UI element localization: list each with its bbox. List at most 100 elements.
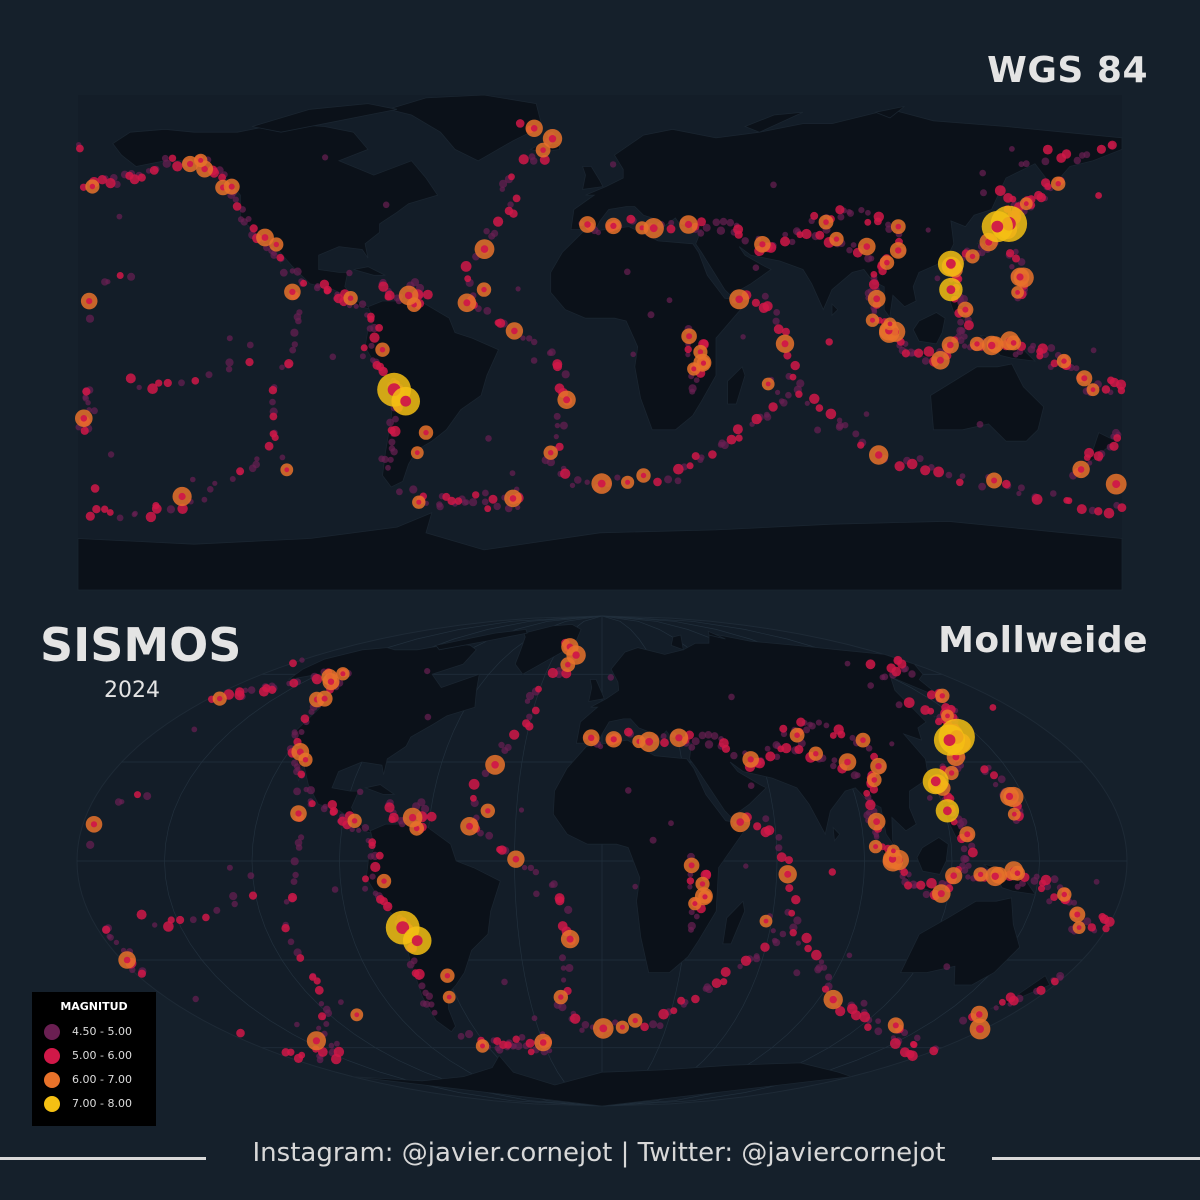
earthquake-marker	[935, 717, 943, 726]
earthquake-marker	[496, 846, 504, 853]
earthquake-marker	[295, 766, 301, 773]
earthquake-marker	[687, 884, 693, 890]
earthquake-marker	[670, 1007, 678, 1015]
earthquake-marker	[632, 883, 638, 890]
earthquake-marker-core	[1090, 387, 1096, 393]
earthquake-marker-core	[187, 160, 194, 168]
earthquake-marker	[868, 279, 880, 290]
earthquake-marker	[436, 501, 443, 508]
earthquake-marker-core	[381, 878, 387, 884]
land-area	[707, 630, 726, 640]
earthquake-marker	[323, 1005, 331, 1014]
earthquake-marker	[959, 295, 968, 304]
earthquake-marker	[1050, 359, 1059, 368]
earthquake-marker	[252, 460, 260, 469]
earthquake-marker	[768, 402, 778, 412]
earthquake-marker	[322, 803, 328, 810]
earthquake-marker	[697, 217, 706, 227]
earthquake-marker	[247, 686, 256, 694]
earthquake-marker	[515, 286, 521, 292]
earthquake-marker	[424, 713, 432, 721]
earthquake-marker	[1042, 144, 1053, 155]
land-area	[352, 1054, 852, 1107]
earthquake-marker-core	[813, 751, 819, 757]
earthquake-marker	[804, 944, 812, 953]
earthquake-marker	[664, 475, 673, 484]
earthquake-marker	[527, 1048, 535, 1056]
earthquake-marker	[881, 673, 889, 681]
earthquake-marker	[625, 787, 632, 794]
earthquake-marker	[846, 952, 853, 959]
earthquake-marker	[965, 862, 972, 869]
legend-item: 6.00 - 7.00	[44, 1070, 154, 1090]
earthquake-marker	[660, 738, 669, 748]
earthquake-marker-core	[1061, 891, 1068, 898]
earthquake-marker	[825, 338, 833, 346]
earthquake-marker	[835, 1006, 846, 1017]
earthquake-marker	[647, 311, 655, 319]
earthquake-marker	[980, 765, 989, 774]
earthquake-marker	[1107, 376, 1115, 385]
earthquake-marker-core	[823, 219, 829, 225]
land-area	[582, 166, 604, 190]
earthquake-marker	[284, 359, 294, 369]
earthquake-marker	[956, 478, 964, 487]
earthquake-marker	[388, 812, 399, 823]
earthquake-marker	[851, 1010, 862, 1021]
earthquake-marker-core	[1016, 273, 1024, 281]
legend-label: 4.50 - 5.00	[72, 1025, 132, 1038]
earthquake-marker	[785, 856, 793, 865]
earthquake-marker-core	[295, 810, 302, 817]
earthquake-marker	[559, 421, 568, 430]
earthquake-marker-core	[572, 651, 580, 659]
earthquake-marker	[521, 864, 528, 871]
projection-title-wgs84: WGS 84	[987, 50, 1148, 91]
earthquake-marker	[465, 1030, 474, 1039]
earthquake-marker	[555, 442, 564, 451]
earthquake-marker	[854, 772, 861, 779]
earthquake-marker-core	[400, 395, 412, 407]
earthquake-marker	[762, 815, 770, 823]
earthquake-marker	[684, 345, 692, 354]
earthquake-marker	[116, 272, 124, 279]
earthquake-marker	[367, 853, 375, 860]
earthquake-marker	[691, 994, 700, 1004]
earthquake-marker	[1096, 144, 1106, 154]
land-area	[916, 837, 949, 875]
earthquake-marker	[630, 351, 636, 358]
earthquake-marker	[105, 178, 116, 189]
earthquake-marker	[1022, 160, 1030, 168]
earthquake-marker	[328, 1042, 335, 1049]
earthquake-marker	[268, 685, 277, 694]
earthquake-marker	[289, 659, 297, 668]
earthquake-marker	[597, 743, 604, 750]
earthquake-marker-core	[481, 286, 487, 293]
earthquake-marker-core	[991, 220, 1004, 233]
earthquake-marker	[116, 213, 123, 220]
earthquake-marker	[1036, 352, 1044, 360]
earthquake-marker	[868, 255, 875, 262]
earthquake-marker	[1050, 875, 1059, 884]
legend-title: MAGNITUD	[60, 1000, 128, 1013]
earthquake-marker	[789, 238, 796, 246]
earthquake-marker	[789, 373, 797, 381]
earthquake-marker	[1016, 490, 1022, 497]
earthquake-marker	[205, 371, 213, 379]
earthquake-marker-core	[794, 732, 800, 738]
earthquake-marker-core	[466, 822, 473, 830]
earthquake-marker	[994, 185, 1006, 197]
earthquake-marker	[520, 335, 526, 341]
earthquake-marker	[760, 942, 770, 952]
earthquake-marker	[97, 175, 108, 185]
earthquake-marker	[368, 342, 375, 349]
earthquake-marker	[499, 179, 508, 188]
earthquake-marker	[423, 289, 433, 300]
footer: Instagram: @javier.cornejot | Twitter: @…	[0, 1136, 1200, 1176]
earthquake-marker	[346, 269, 353, 277]
earthquake-marker	[885, 221, 892, 228]
earthquake-marker	[979, 169, 986, 177]
earthquake-marker	[893, 655, 903, 665]
earthquake-marker	[293, 267, 302, 276]
earthquake-marker	[1046, 898, 1053, 905]
earthquake-marker	[614, 474, 621, 481]
